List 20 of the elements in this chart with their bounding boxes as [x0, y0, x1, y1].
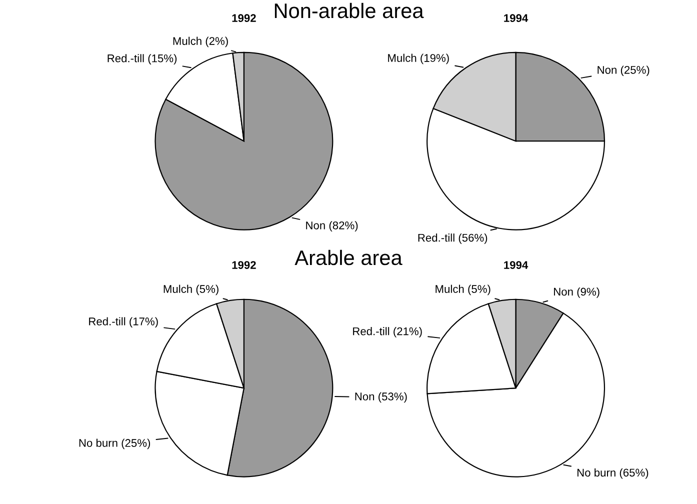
- slice-label: Red.-till (17%): [89, 317, 158, 328]
- slice-label: Red.-till (15%): [108, 54, 177, 64]
- slice-label: Non (53%): [355, 392, 407, 403]
- slice-label: Mulch (19%): [388, 54, 449, 64]
- slice-label: Mulch (2%): [173, 36, 228, 48]
- slice-label: Red.-till (56%): [418, 234, 488, 244]
- chart-title: 1994: [504, 14, 528, 22]
- slice-label: Mulch (5%): [436, 284, 490, 296]
- slice-label: No burn (65%): [577, 468, 648, 479]
- slice-label: Mulch (5%): [164, 284, 218, 296]
- slice-label: Non (82%): [306, 221, 358, 232]
- slice-label: Non (9%): [554, 287, 600, 298]
- slice-label: Non (25%): [598, 66, 650, 76]
- chart-subtitle: Non-arable area: [274, 2, 424, 18]
- slice-label: No burn (25%): [79, 438, 150, 450]
- chart-subtitle: Arable area: [294, 250, 402, 266]
- chart-title: 1992: [232, 14, 256, 22]
- text: 1994: [504, 261, 528, 269]
- chart-title: 1992: [232, 261, 256, 269]
- slice-label: Red.-till (21%): [353, 327, 422, 338]
